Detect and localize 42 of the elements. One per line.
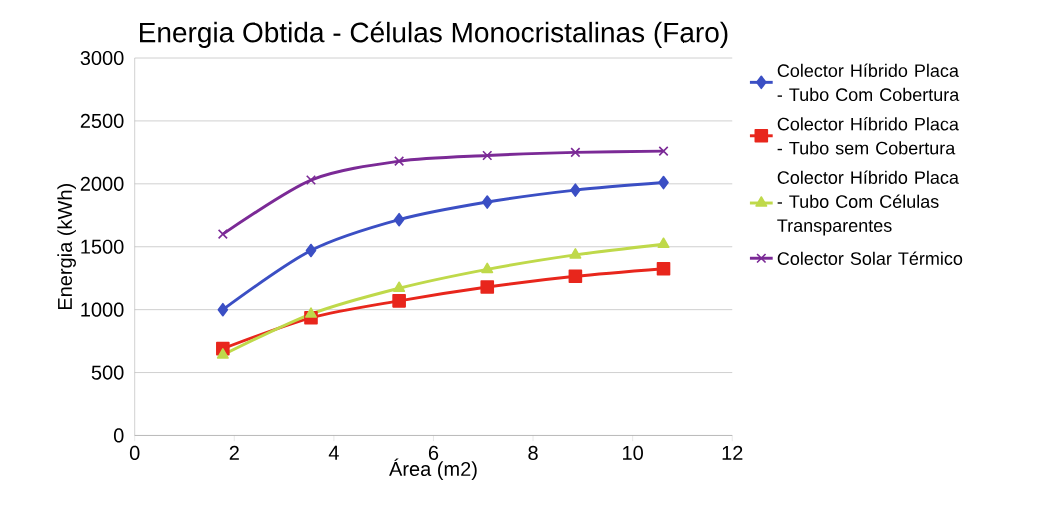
point [481,195,493,209]
y-tick-label: 1500 [81,239,124,254]
legend-label: Colector Híbrido Placa - Tubo Com Cobertura [777,63,960,101]
y-tick-label: 1000 [81,302,124,317]
point [392,293,406,308]
x-tick-label: 2 [229,445,239,460]
point [656,261,671,276]
point [482,150,493,161]
point [658,145,669,156]
x-tick-label: 6 [428,445,439,460]
y-axis-title: Energia (kWh) [57,183,76,309]
y-tick-label: 500 [91,365,124,380]
point [480,279,495,294]
y-tick-label: 2000 [80,176,124,191]
point [570,147,581,158]
x-tick-label: 10 [623,445,643,460]
point [305,174,317,185]
point [569,247,582,259]
point [570,183,581,197]
point [304,307,317,318]
point [393,281,406,292]
x-tick-label: 8 [528,445,538,460]
y-tick-label: 3000 [80,50,124,65]
point [568,269,583,283]
y-tick-label: 2500 [80,113,124,128]
legend-label: Colector Híbrido Placa - Tubo Com Células Transparentes [777,170,959,236]
point [305,243,317,258]
x-tick-label: 4 [328,445,339,460]
point [393,212,405,227]
x-tick-label: 0 [129,445,140,460]
point [658,175,669,190]
point [217,302,229,317]
chart-title: Energia Obtida - Células Monocristalinas (Faro) [140,21,728,48]
point [481,262,494,273]
point [217,228,228,239]
point [657,237,670,248]
point [216,347,229,359]
x-tick-label: 12 [722,445,743,460]
legend-label: Colector Solar Térmico [777,251,963,265]
point [394,155,405,166]
legend-label: Colector Híbrido Placa - Tubo sem Cobertura [777,116,959,155]
y-tick-label: 0 [113,428,124,443]
